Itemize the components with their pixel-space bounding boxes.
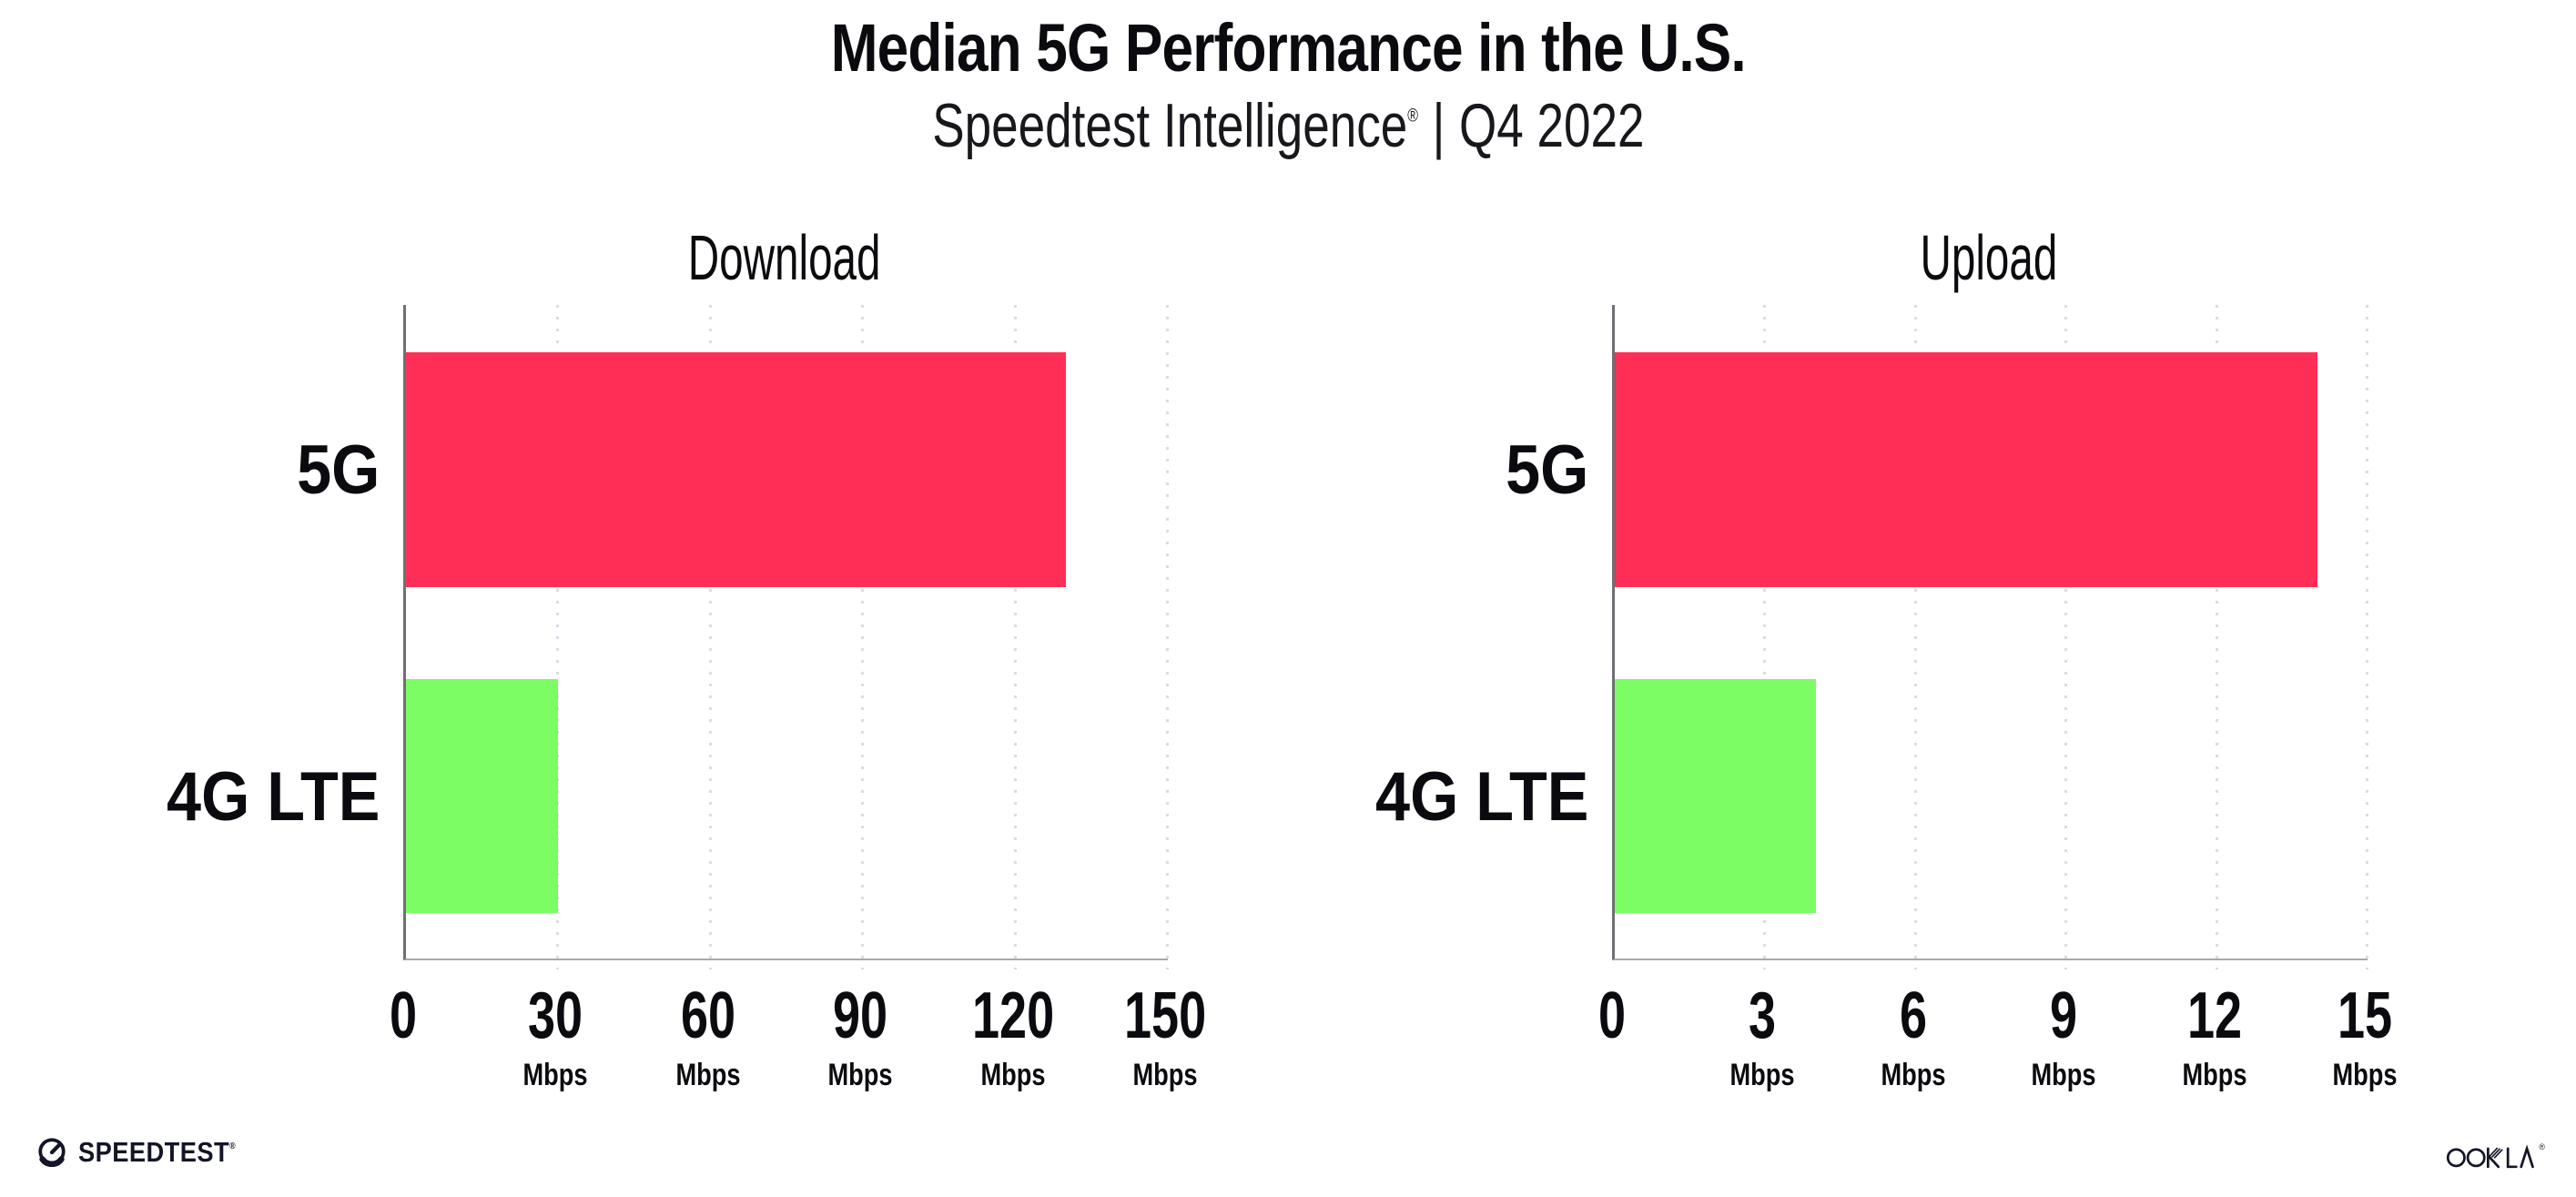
download-plot-area	[403, 305, 1169, 969]
registered-mark: ®	[1406, 106, 1418, 127]
gridline	[1166, 305, 1169, 969]
page-title: Median 5G Performance in the U.S.	[0, 15, 2576, 82]
x-tick: 3 Mbps	[1653, 983, 1871, 1090]
x-tick: 0	[389, 979, 418, 1052]
category-label-5g: 5G	[296, 431, 380, 509]
ookla-logo: OOKLA ®	[2446, 1143, 2545, 1169]
subtitle-period: Q4 2022	[1458, 91, 1645, 160]
x-tick: 60 Mbps	[599, 983, 817, 1090]
tick-unit: Mbps	[2182, 1058, 2247, 1092]
registered-mark: ®	[229, 1141, 236, 1151]
upload-chart-title: Upload	[1920, 222, 2057, 293]
download-bar-5g	[406, 352, 1067, 587]
gridline	[861, 305, 865, 969]
page-title-text: Median 5G Performance in the U.S.	[830, 10, 1746, 86]
x-tick: 0	[1597, 979, 1627, 1052]
upload-bar-5g	[1615, 352, 2317, 587]
gridline	[1913, 305, 1917, 969]
tick-unit: Mbps	[1881, 1058, 1946, 1092]
download-bar-4g-lte	[406, 679, 559, 913]
gridline	[2064, 305, 2068, 969]
gridline	[708, 305, 712, 969]
ookla-wordmark-icon	[2447, 1144, 2535, 1169]
speedtest-gauge-icon	[38, 1138, 66, 1167]
x-tick: 9 Mbps	[1954, 983, 2173, 1090]
gridline	[1013, 305, 1017, 969]
tick-unit: Mbps	[2332, 1058, 2398, 1092]
category-label-4g-lte: 4G LTE	[166, 758, 380, 836]
gridline	[556, 305, 560, 969]
x-tick: 90 Mbps	[751, 983, 969, 1090]
category-label-5g: 5G	[1505, 431, 1588, 509]
tick-unit: Mbps	[980, 1058, 1046, 1092]
tick-unit: Mbps	[2031, 1058, 2096, 1092]
page-subtitle: Speedtest Intelligence® | Q4 2022	[0, 95, 2576, 157]
category-label-4g-lte: 4G LTE	[1374, 758, 1588, 836]
upload-plot-area	[1612, 305, 2368, 969]
gridline	[1763, 305, 1767, 969]
upload-bar-4g-lte	[1615, 679, 1816, 913]
tick-unit: Mbps	[522, 1058, 588, 1092]
tick-unit: Mbps	[1729, 1058, 1795, 1092]
x-tick: 15 Mbps	[2256, 983, 2474, 1090]
tick-unit: Mbps	[675, 1058, 741, 1092]
subtitle-separator: |	[1432, 91, 1445, 160]
x-tick: 150 Mbps	[1056, 983, 1274, 1090]
x-tick: 30 Mbps	[446, 983, 664, 1090]
x-tick: 12 Mbps	[2105, 983, 2324, 1090]
tick-unit: Mbps	[1132, 1058, 1198, 1092]
page-subtitle-text: Speedtest Intelligence® | Q4 2022	[932, 95, 1644, 157]
tick-unit: Mbps	[827, 1058, 893, 1092]
registered-mark: ®	[2539, 1142, 2545, 1151]
gridline	[2366, 305, 2368, 969]
speedtest-wordmark: SPEEDTEST®	[78, 1135, 236, 1168]
x-tick: 120 Mbps	[904, 983, 1122, 1090]
gridline	[2215, 305, 2218, 969]
subtitle-brand: Speedtest Intelligence	[931, 91, 1407, 160]
x-tick: 6 Mbps	[1804, 983, 2023, 1090]
speedtest-logo: SPEEDTEST®	[36, 1136, 257, 1167]
download-chart-title: Download	[687, 222, 881, 293]
